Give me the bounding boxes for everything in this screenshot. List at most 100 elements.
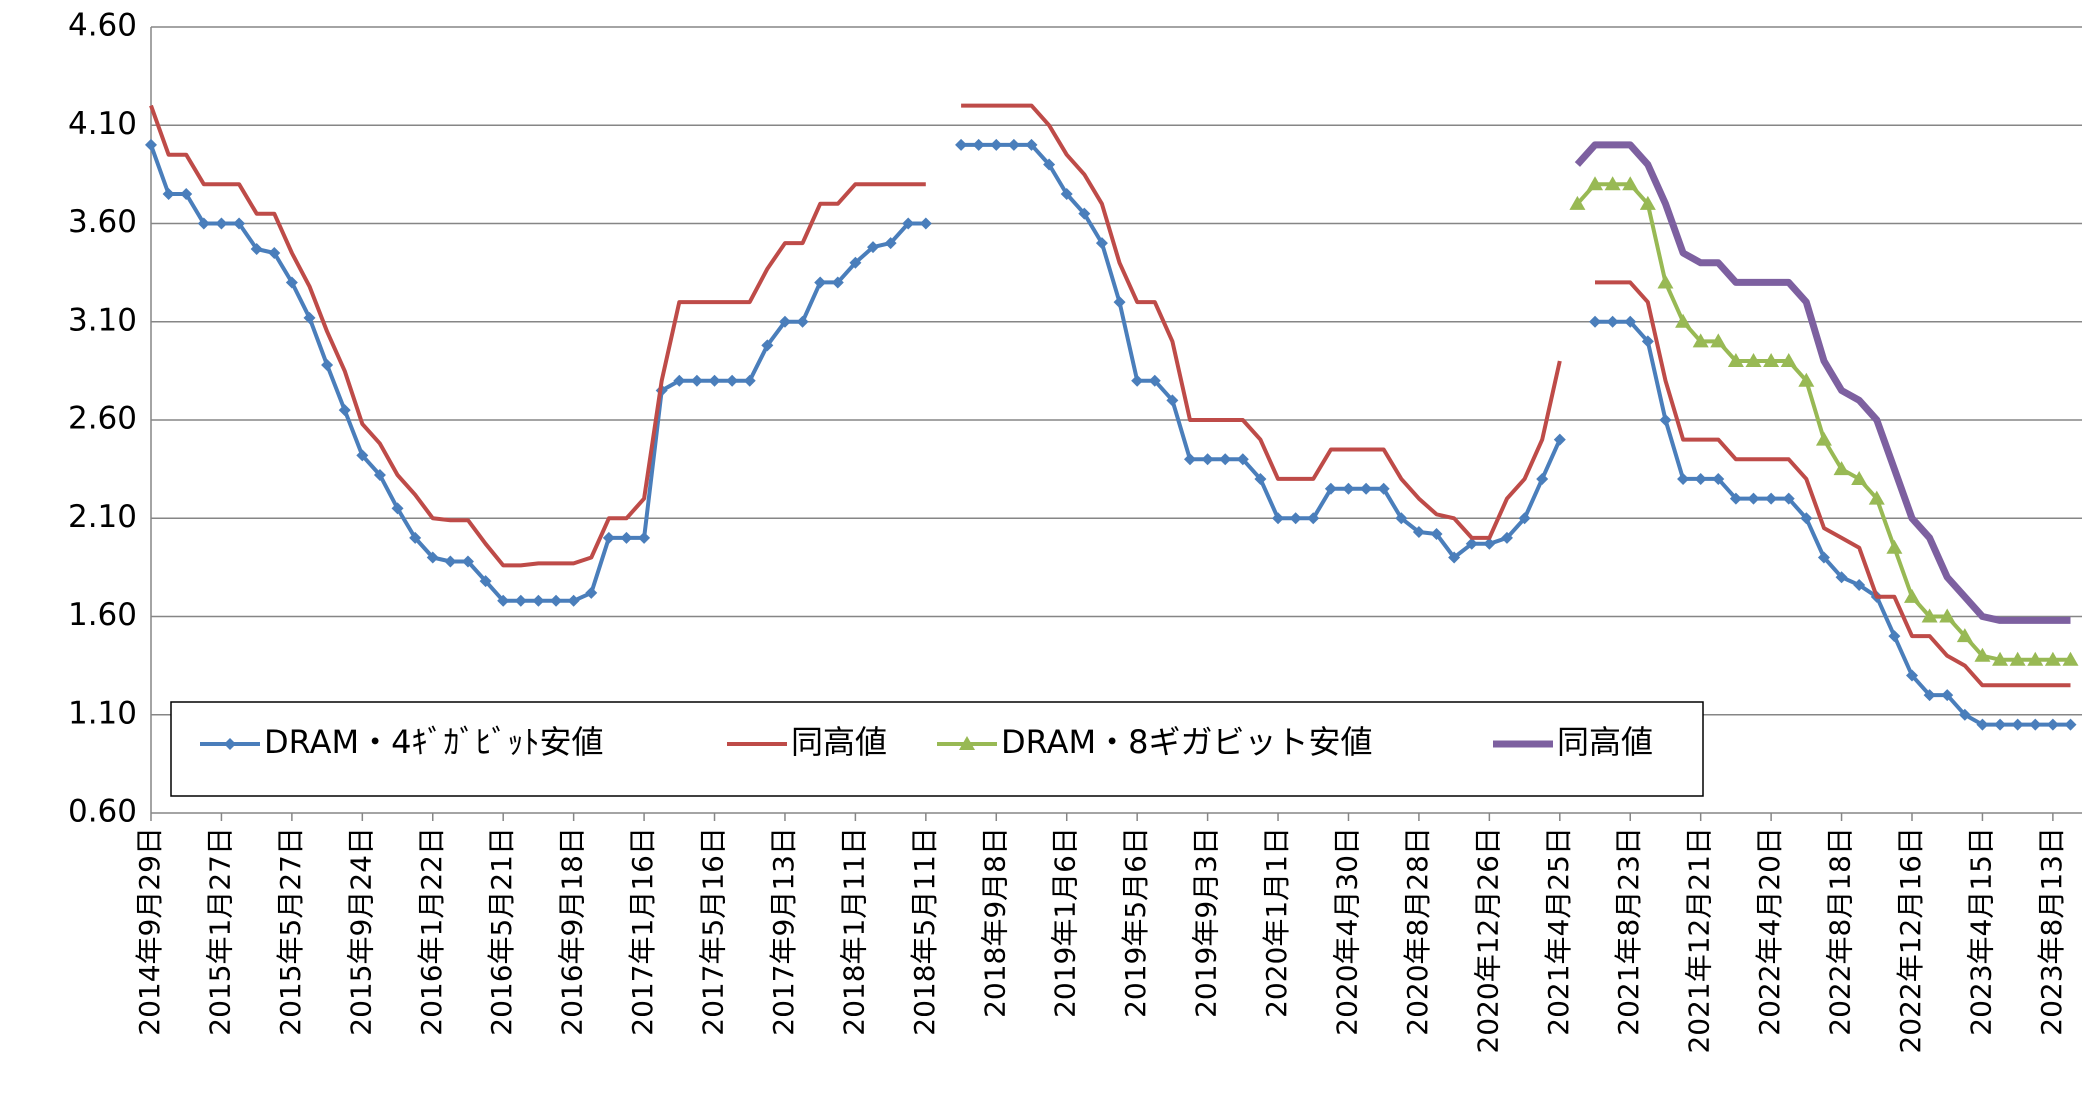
- marker: [1745, 353, 1762, 368]
- legend-marker: [959, 736, 975, 750]
- marker: [1183, 453, 1196, 466]
- legend-label: 同高値: [1557, 723, 1653, 761]
- marker: [285, 276, 298, 289]
- y-tick-label: 3.10: [68, 302, 137, 338]
- y-tick-label: 3.60: [68, 204, 137, 240]
- marker: [1166, 394, 1179, 407]
- marker: [1694, 472, 1707, 485]
- x-tick-label: 2015年1月27日: [203, 827, 236, 1036]
- marker: [814, 276, 827, 289]
- marker: [373, 469, 386, 482]
- marker: [1923, 689, 1936, 702]
- marker: [2044, 651, 2061, 666]
- marker: [550, 594, 563, 607]
- marker: [2064, 718, 2077, 731]
- marker: [955, 138, 968, 151]
- marker: [1604, 176, 1621, 191]
- marker: [1060, 188, 1073, 201]
- x-tick-label: 2021年8月23日: [1612, 827, 1645, 1036]
- marker: [849, 256, 862, 269]
- marker: [2029, 718, 2042, 731]
- marker: [1815, 431, 1832, 446]
- marker: [2009, 651, 2026, 666]
- marker: [990, 138, 1003, 151]
- marker: [1219, 453, 1232, 466]
- x-tick-label: 2020年8月28日: [1401, 827, 1434, 1036]
- marker: [444, 555, 457, 568]
- marker: [1043, 158, 1056, 171]
- x-tick-label: 2023年4月15日: [1964, 827, 1997, 1036]
- marker: [1992, 651, 2009, 666]
- legend-label: 同高値: [791, 723, 887, 761]
- marker: [1483, 537, 1496, 550]
- marker: [1553, 433, 1566, 446]
- marker: [1710, 333, 1727, 348]
- x-tick-label: 2023年8月13日: [2035, 827, 2068, 1036]
- x-tick-label: 2015年9月24日: [344, 827, 377, 1036]
- marker: [1007, 138, 1020, 151]
- x-tick-label: 2016年5月21日: [485, 827, 518, 1036]
- marker: [2046, 718, 2059, 731]
- x-tick-label: 2016年9月18日: [556, 827, 589, 1036]
- marker: [1798, 372, 1815, 387]
- marker: [1904, 588, 1920, 603]
- series-line: [149, 103, 2071, 688]
- marker: [1324, 482, 1337, 495]
- y-tick-label: 4.10: [68, 106, 137, 142]
- marker: [620, 531, 633, 544]
- marker: [1025, 138, 1038, 151]
- marker: [1958, 708, 1971, 721]
- marker: [180, 188, 193, 201]
- marker: [1675, 313, 1692, 328]
- marker: [1817, 551, 1830, 564]
- marker: [585, 586, 598, 599]
- x-tick-label: 2018年5月11日: [908, 827, 941, 1036]
- marker: [1518, 512, 1531, 525]
- x-tick-label: 2019年9月3日: [1190, 827, 1223, 1018]
- marker: [1886, 539, 1903, 554]
- marker: [1994, 718, 2007, 731]
- marker: [497, 594, 510, 607]
- marker: [162, 188, 175, 201]
- marker: [1677, 472, 1690, 485]
- marker: [1448, 551, 1461, 564]
- x-tick-label: 2017年5月16日: [697, 827, 730, 1036]
- marker: [1201, 453, 1214, 466]
- marker: [1569, 195, 1586, 210]
- x-tick-label: 2017年9月13日: [767, 827, 800, 1036]
- marker: [831, 276, 844, 289]
- marker: [567, 594, 580, 607]
- marker: [1412, 526, 1425, 539]
- x-tick-label: 2018年1月11日: [837, 827, 870, 1036]
- marker: [532, 594, 545, 607]
- marker: [338, 404, 351, 417]
- marker: [1641, 335, 1654, 348]
- marker: [1659, 414, 1672, 426]
- marker: [673, 374, 686, 387]
- marker: [1906, 669, 1918, 682]
- marker: [1939, 608, 1956, 623]
- marker: [726, 374, 739, 387]
- x-tick-label: 2022年8月18日: [1824, 827, 1857, 1036]
- marker: [268, 246, 281, 259]
- marker: [461, 555, 474, 568]
- marker: [1589, 315, 1602, 328]
- x-tick-label: 2016年1月22日: [415, 827, 448, 1036]
- marker: [1853, 579, 1866, 592]
- marker: [1360, 482, 1373, 495]
- marker: [1974, 647, 1991, 662]
- marker: [1976, 718, 1989, 731]
- marker: [1888, 630, 1901, 643]
- x-tick-label: 2020年1月1日: [1260, 827, 1293, 1018]
- marker: [1272, 512, 1285, 525]
- marker: [1622, 176, 1639, 191]
- legend: DRAM・4ｷﾞｶﾞﾋﾞｯﾄ安値 同高値 DRAM・8ギガビット安値 同高値: [170, 701, 1704, 797]
- marker: [778, 315, 791, 328]
- marker: [1657, 274, 1674, 289]
- marker: [1342, 482, 1355, 495]
- marker: [1763, 353, 1780, 368]
- marker: [796, 315, 809, 328]
- marker: [1727, 353, 1744, 368]
- marker: [1833, 461, 1850, 476]
